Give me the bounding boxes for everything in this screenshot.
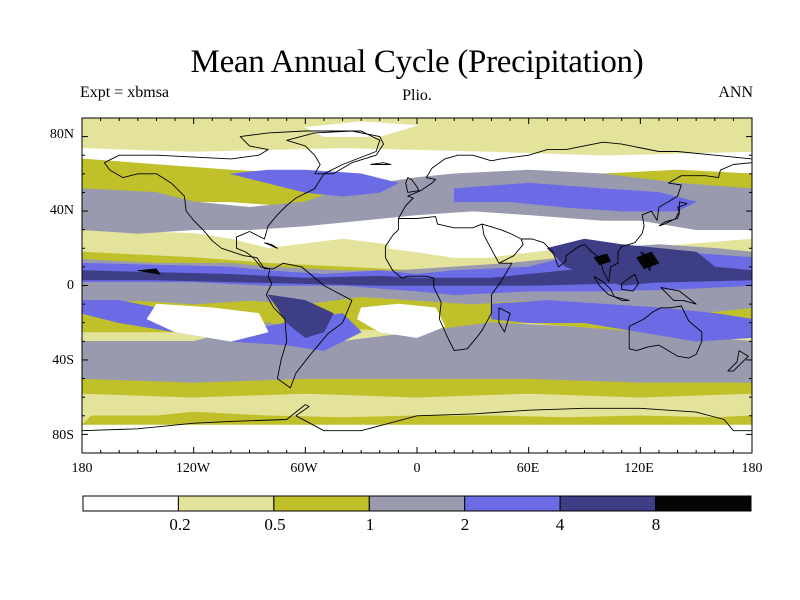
coastline — [264, 242, 278, 249]
precip-region-band-2 — [82, 411, 752, 426]
figure-title: Mean Annual Cycle (Precipitation) — [190, 44, 644, 80]
map-frame — [81, 117, 753, 454]
precip-region-band-6 — [137, 268, 161, 275]
coastline — [103, 130, 381, 389]
precip-region-band-4 — [491, 300, 752, 342]
precip-region-band-4 — [453, 182, 697, 212]
lat-label-0: 0 — [67, 278, 74, 293]
lon-label-60w: 60W — [290, 461, 318, 476]
lat-label-80s: 80S — [52, 428, 74, 443]
colorbar — [82, 495, 752, 512]
lat-label-40s: 40S — [52, 353, 74, 368]
coastline — [498, 307, 511, 333]
precip-region-band-0 — [357, 303, 446, 338]
coastline — [370, 162, 392, 165]
colorbar-segment — [655, 495, 752, 512]
coastline — [286, 130, 384, 175]
colorbar-segment — [559, 495, 656, 512]
experiment-label: Expt = xbmsa — [80, 84, 170, 101]
lon-label-120w: 120W — [175, 461, 211, 476]
coastline — [398, 141, 752, 219]
coastline — [614, 296, 630, 301]
precip-region-band-6 — [636, 251, 660, 270]
lat-label-80n: 80N — [49, 127, 74, 142]
precip-fill-layer — [82, 118, 752, 453]
colorbar-label-0-5: 0.5 — [264, 515, 286, 534]
coastline — [658, 201, 688, 227]
colorbar-label-1: 1 — [365, 515, 375, 534]
precip-region-band-0 — [146, 303, 269, 342]
precip-region-band-5 — [267, 294, 334, 338]
lon-label-0: 0 — [413, 461, 421, 476]
coastline — [521, 162, 752, 283]
period-label: Plio. — [402, 87, 432, 104]
lon-label-180w: 180 — [71, 461, 93, 476]
coastline — [660, 286, 697, 305]
colorbar-label-8: 8 — [651, 515, 661, 534]
colorbar-segment — [273, 495, 370, 512]
coastline — [384, 216, 513, 352]
colorbar-label-0-2: 0.2 — [169, 515, 191, 534]
coastline-layer — [82, 130, 752, 432]
precip-region-band-0 — [304, 121, 418, 137]
lon-label-60e: 60E — [516, 461, 540, 476]
precip-region-band-3 — [82, 169, 752, 234]
colorbar-label-2: 2 — [460, 515, 470, 534]
colorbar-label-4: 4 — [555, 515, 565, 534]
coastline — [628, 305, 703, 359]
precip-region-band-0 — [82, 424, 752, 453]
lat-label-40n: 40N — [49, 203, 74, 218]
precip-region-band-5 — [546, 238, 716, 286]
season-label: ANN — [718, 84, 753, 101]
coastline — [82, 404, 752, 432]
colorbar-segment — [177, 495, 275, 512]
lon-label-180e: 180 — [741, 461, 763, 476]
coastline — [405, 177, 420, 193]
colorbar-segment — [82, 495, 179, 512]
coastline — [639, 251, 652, 272]
colorbar-segment — [464, 495, 561, 512]
precip-region-band-0 — [388, 220, 511, 258]
colorbar-segment — [368, 495, 466, 512]
precip-region-band-4 — [230, 169, 399, 197]
coastline — [727, 350, 749, 372]
lon-label-120e: 120E — [624, 461, 654, 476]
coastline — [621, 273, 639, 292]
